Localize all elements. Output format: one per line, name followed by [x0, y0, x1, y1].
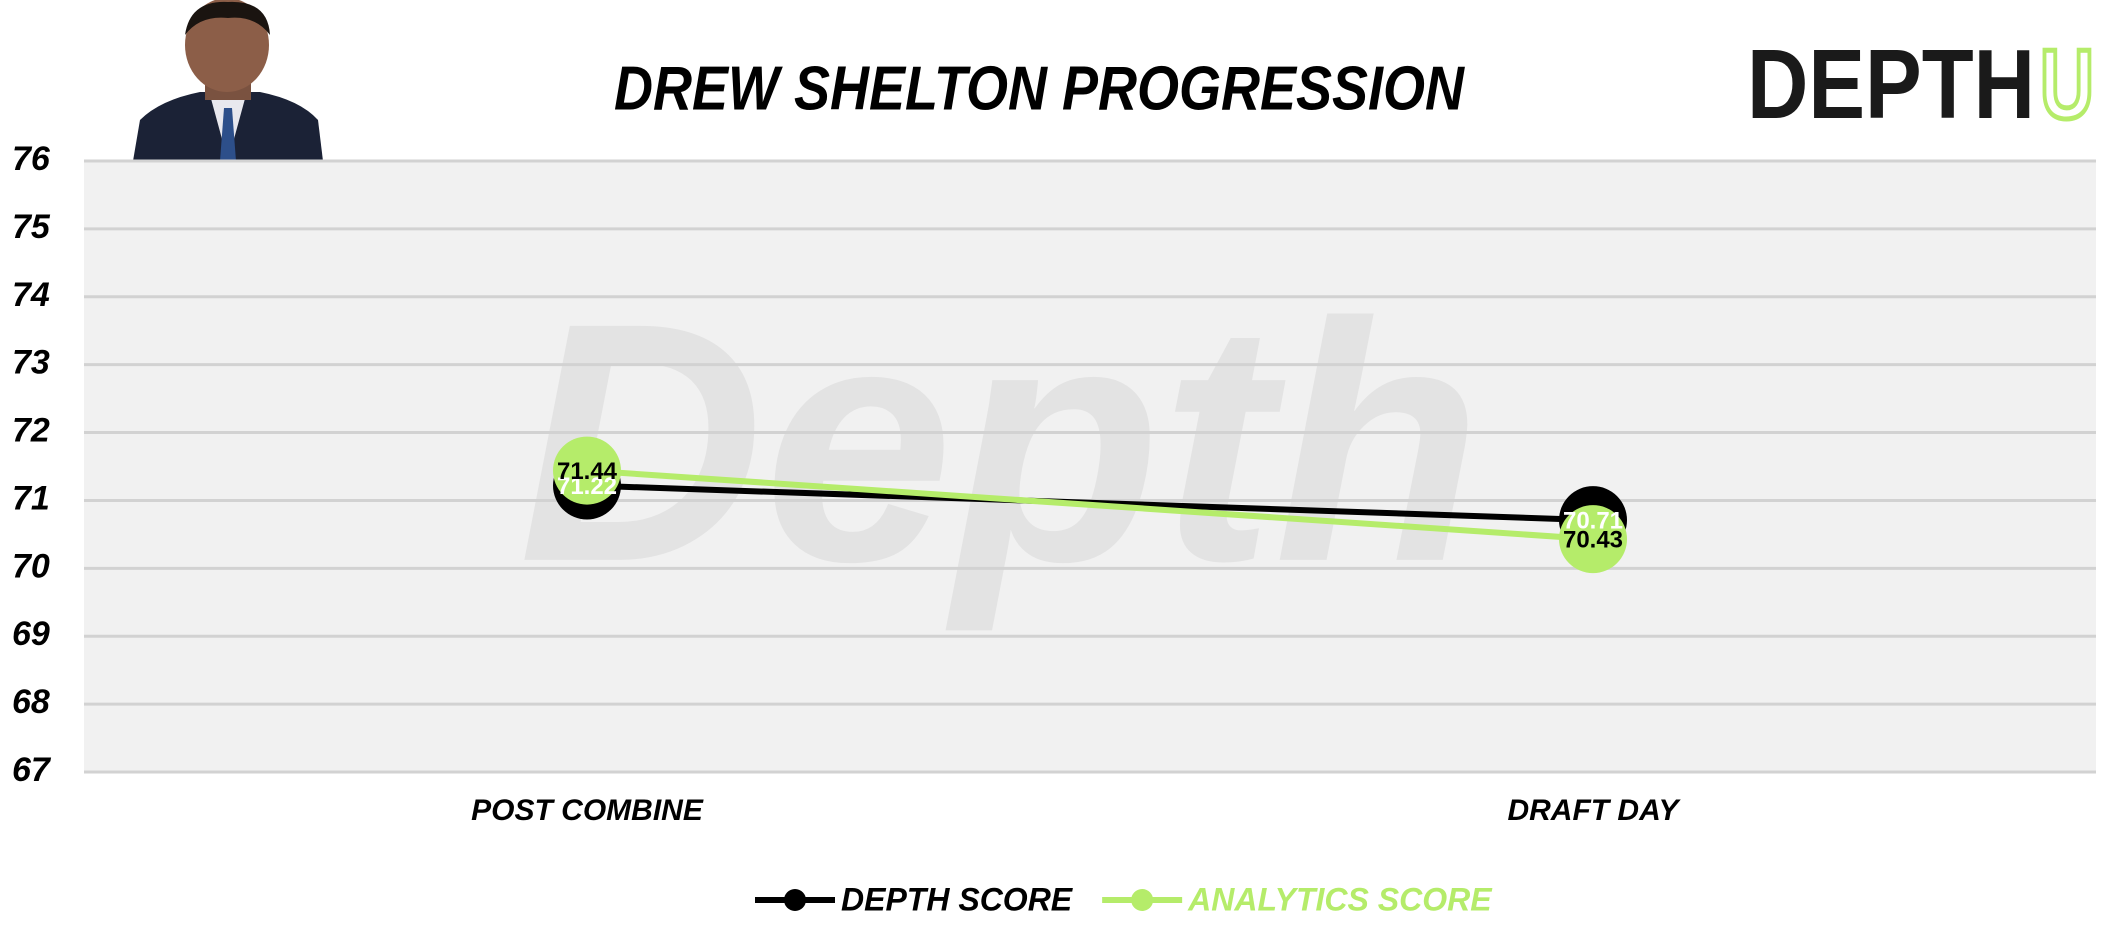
legend-marker [784, 889, 806, 911]
data-label: 70.43 [1563, 526, 1623, 553]
player-photo [133, 0, 323, 161]
data-label: 70.71 [1563, 507, 1623, 534]
data-label: 71.22 [557, 473, 617, 500]
legend-label: ANALYTICS SCORE [1187, 881, 1493, 917]
legend-marker [1131, 889, 1154, 911]
legend-label: DEPTH SCORE [841, 881, 1074, 917]
x-tick-label: POST COMBINE [471, 794, 704, 827]
y-tick-label: 70 [12, 547, 50, 585]
logo-accent: U [2040, 29, 2094, 139]
watermark: Depth [518, 253, 1481, 634]
y-tick-label: 76 [12, 140, 51, 178]
y-tick-label: 72 [12, 412, 50, 450]
data-label: 71.44 [557, 458, 618, 485]
data-point [553, 436, 621, 505]
plot-area [84, 161, 2096, 772]
data-point [1559, 505, 1627, 574]
y-tick-label: 71 [12, 479, 50, 517]
y-tick-label: 74 [12, 276, 50, 314]
logo: DEPTH U [1747, 26, 2097, 141]
y-tick-label: 67 [12, 751, 52, 789]
series-line [586, 467, 1594, 543]
y-tick-label: 73 [12, 344, 50, 382]
chart-title: DREW SHELTON PROGRESSION [614, 54, 1465, 123]
x-tick-label: DRAFT DAY [1507, 794, 1681, 827]
y-tick-label: 68 [12, 683, 50, 721]
logo-main: DEPTH [1747, 29, 2035, 139]
y-tick-label: 75 [12, 208, 51, 246]
y-tick-label: 69 [12, 615, 50, 653]
